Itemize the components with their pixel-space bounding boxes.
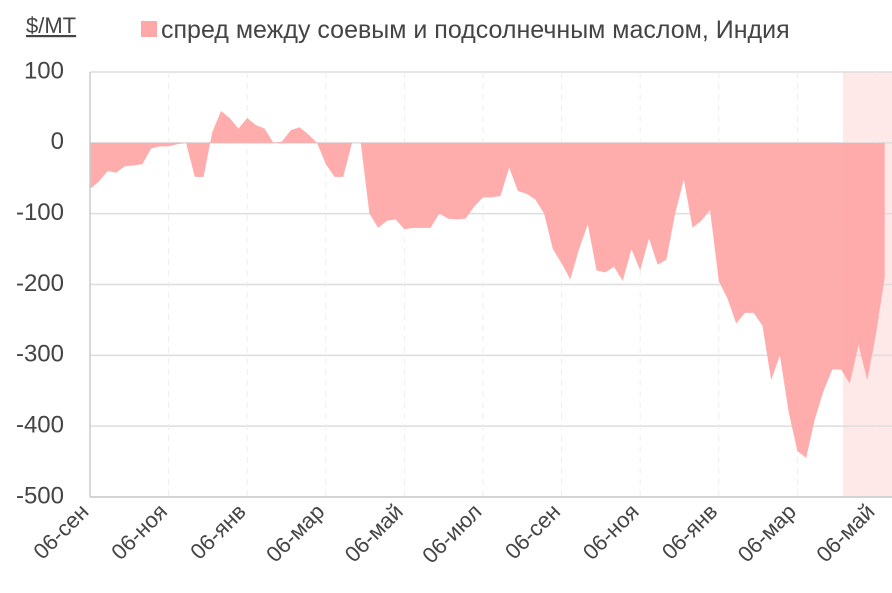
y-axis-unit: $/MT [26,13,76,38]
y-tick-label: -400 [16,412,64,439]
x-tick-label: 06-янв [185,499,250,564]
y-tick-label: -500 [16,482,64,509]
y-tick-label: 100 [24,57,64,84]
x-tick-label: 06-мар [261,499,329,567]
x-tick-label: 06-июл [417,499,486,568]
y-tick-label: -100 [16,199,64,226]
x-tick-label: 06-май [811,499,879,567]
y-tick-label: 0 [51,128,64,155]
legend-swatch [141,21,157,37]
legend-label: спред между соевым и подсолнечным маслом… [161,16,790,44]
x-tick-label: 06-мар [733,499,801,567]
x-tick-label: 06-янв [657,499,722,564]
y-tick-label: -200 [16,270,64,297]
area [90,110,885,459]
y-tick-label: -300 [16,341,64,368]
x-tick-label: 06-май [340,499,408,567]
x-tick-label: 06-ноя [578,499,644,565]
x-tick-label: 06-ноя [106,499,172,565]
x-tick-label: 06-сен [500,499,565,564]
